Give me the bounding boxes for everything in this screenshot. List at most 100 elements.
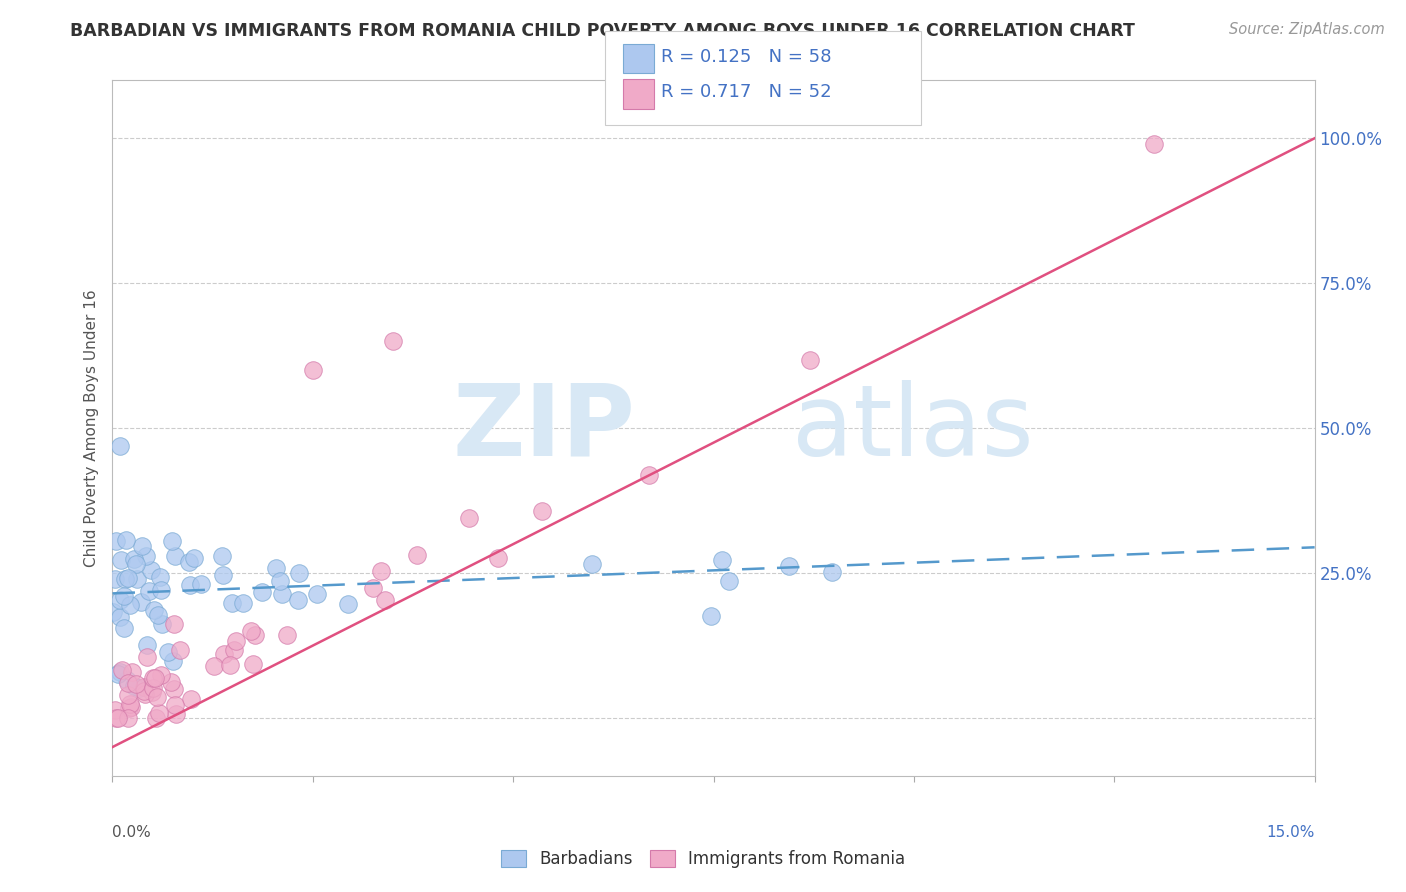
Point — [142, 672, 165, 686]
Point — [242, 657, 264, 672]
Point — [269, 574, 291, 589]
Point — [112, 621, 135, 635]
Point — [363, 581, 385, 595]
Point — [108, 665, 131, 680]
Point — [105, 534, 128, 549]
Point — [222, 643, 245, 657]
Point — [718, 574, 741, 588]
Point — [125, 677, 148, 691]
Point — [581, 557, 603, 571]
Point — [148, 706, 170, 721]
Point — [157, 645, 180, 659]
Point — [162, 617, 184, 632]
Point — [287, 592, 309, 607]
Point — [141, 685, 163, 699]
Point — [150, 617, 173, 632]
Point — [115, 533, 138, 548]
Point — [125, 572, 148, 586]
Point — [219, 657, 242, 672]
Point — [111, 663, 134, 677]
Point — [239, 624, 262, 639]
Point — [104, 573, 127, 587]
Text: R = 0.717   N = 52: R = 0.717 N = 52 — [661, 83, 831, 102]
Point — [159, 674, 181, 689]
Point — [115, 673, 138, 687]
Point — [149, 570, 172, 584]
Point — [103, 605, 125, 619]
Point — [108, 593, 131, 607]
Point — [711, 553, 734, 567]
Point — [150, 668, 173, 682]
Point — [121, 665, 143, 679]
Point — [276, 628, 298, 642]
Point — [225, 634, 247, 648]
Point — [136, 639, 159, 653]
Point — [150, 582, 173, 597]
Point — [374, 592, 396, 607]
Point — [1143, 136, 1166, 151]
Point — [165, 549, 187, 564]
Point — [232, 596, 254, 610]
Point — [122, 679, 145, 693]
Point — [221, 596, 243, 610]
Point — [252, 585, 274, 599]
Point — [382, 334, 405, 349]
Point — [163, 698, 186, 713]
Point — [302, 363, 325, 377]
Text: BARBADIAN VS IMMIGRANTS FROM ROMANIA CHILD POVERTY AMONG BOYS UNDER 16 CORRELATI: BARBADIAN VS IMMIGRANTS FROM ROMANIA CHI… — [70, 22, 1135, 40]
Text: R = 0.125   N = 58: R = 0.125 N = 58 — [661, 47, 831, 66]
Point — [177, 555, 200, 569]
Point — [104, 703, 127, 717]
Point — [118, 598, 141, 612]
Point — [117, 711, 139, 725]
Point — [486, 551, 509, 566]
Text: atlas: atlas — [792, 380, 1033, 476]
Point — [117, 676, 139, 690]
Point — [120, 699, 142, 714]
Point — [117, 701, 139, 715]
Point — [143, 671, 166, 685]
Point — [120, 697, 142, 711]
Point — [162, 654, 184, 668]
Point — [700, 608, 723, 623]
Point — [112, 589, 135, 603]
Point — [169, 643, 191, 657]
Point — [778, 558, 800, 573]
Point — [211, 549, 233, 563]
Point — [128, 681, 150, 695]
Point — [131, 539, 153, 553]
Point — [134, 681, 156, 695]
Point — [370, 564, 392, 578]
Legend: Barbadians, Immigrants from Romania: Barbadians, Immigrants from Romania — [495, 843, 911, 875]
Point — [142, 602, 165, 616]
Point — [202, 659, 225, 673]
Point — [183, 551, 205, 566]
Point — [107, 666, 129, 681]
Y-axis label: Child Poverty Among Boys Under 16: Child Poverty Among Boys Under 16 — [84, 289, 100, 567]
Point — [406, 548, 429, 562]
Point — [264, 561, 287, 575]
Point — [165, 706, 187, 721]
Point — [135, 649, 157, 664]
Point — [110, 553, 132, 567]
Point — [305, 586, 328, 600]
Point — [108, 610, 131, 624]
Point — [821, 565, 844, 579]
Point — [531, 504, 554, 518]
Point — [117, 571, 139, 585]
Point — [132, 684, 155, 698]
Point — [107, 711, 129, 725]
Point — [135, 549, 157, 564]
Point — [243, 628, 266, 642]
Text: 15.0%: 15.0% — [1267, 825, 1315, 840]
Point — [163, 682, 186, 697]
Point — [212, 647, 235, 661]
Point — [104, 711, 127, 725]
Point — [138, 584, 160, 599]
Point — [114, 573, 136, 587]
Point — [637, 468, 659, 483]
Point — [125, 557, 148, 571]
Point — [146, 690, 169, 704]
Point — [141, 563, 163, 577]
Point — [117, 688, 139, 702]
